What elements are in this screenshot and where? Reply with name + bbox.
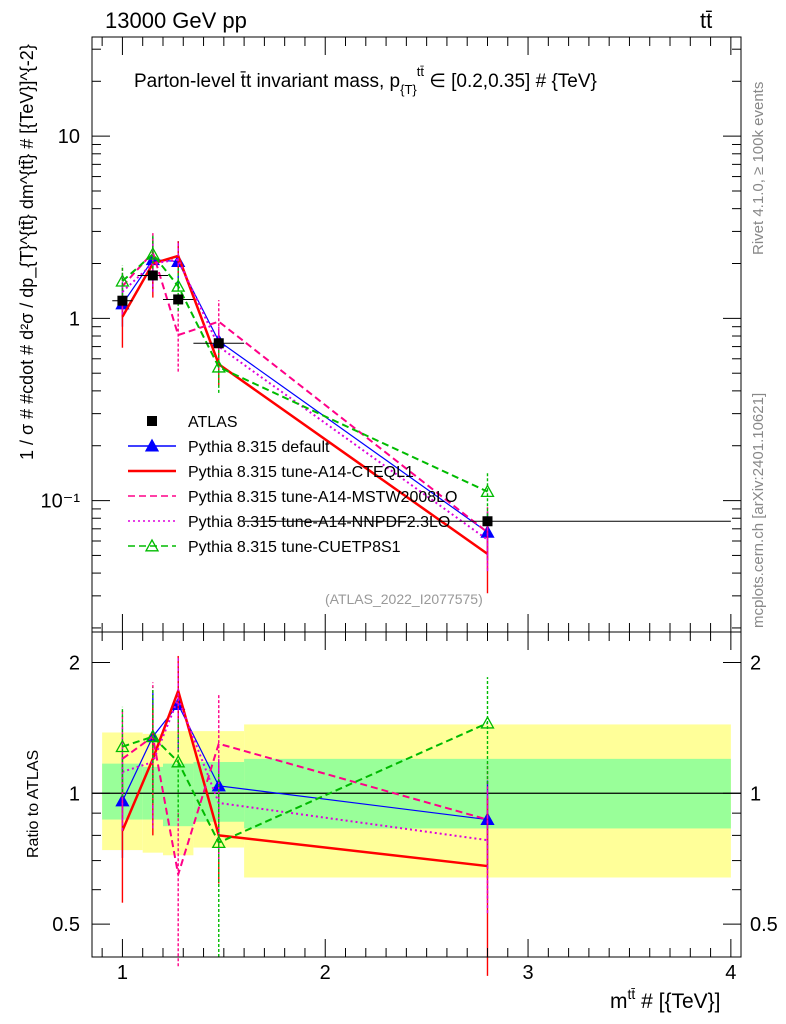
ratio-frame xyxy=(91,631,742,958)
process-label: tt̄ xyxy=(700,8,712,33)
x-tick-label: 1 xyxy=(117,962,128,984)
ratio-point xyxy=(480,715,495,729)
ratio-series-pythia-8-315-tune-cuetp8s1 xyxy=(115,677,495,957)
analysis-tag: (ATLAS_2022_I2077575) xyxy=(325,591,483,607)
ratio-point xyxy=(171,754,186,768)
main-point xyxy=(211,359,226,373)
ratio-series-line xyxy=(122,722,488,844)
y-tick-label: 1 xyxy=(69,308,80,330)
ratio-series-line xyxy=(122,696,488,842)
ratio-y-tick-label-right: 2 xyxy=(750,652,761,674)
x-tick-label: 3 xyxy=(522,962,533,984)
atlas-point xyxy=(173,294,184,305)
ratio-y-tick-label: 0.5 xyxy=(52,914,80,936)
ratio-point xyxy=(211,835,226,849)
legend-label: Pythia 8.315 tune-A14-MSTW2008LO xyxy=(188,489,457,506)
legend-label: Pythia 8.315 tune-A14-NNPDF2.3LO xyxy=(188,514,450,531)
ratio-y-tick-label: 1 xyxy=(69,783,80,805)
atlas-point xyxy=(147,270,158,281)
legend-item: Pythia 8.315 tune-CUETP8S1 xyxy=(128,538,401,556)
rivet-version-label: Rivet 4.1.0, ≥ 100k events xyxy=(750,82,767,255)
x-tick-label: 2 xyxy=(320,962,331,984)
legend-item: Pythia 8.315 default xyxy=(128,438,330,456)
main-series-pythia-8-315-default xyxy=(115,236,495,561)
x-tick-label: 4 xyxy=(725,962,736,984)
atlas-point xyxy=(482,516,493,527)
main-point xyxy=(171,278,186,292)
ratio-axis-title: Ratio to ATLAS xyxy=(25,750,42,858)
legend-item: Pythia 8.315 tune-A14-MSTW2008LO xyxy=(128,489,457,506)
legend-label: Pythia 8.315 tune-CUETP8S1 xyxy=(188,539,401,556)
legend-item: ATLAS xyxy=(147,414,238,431)
mcplots-source-label: mcplots.cern.ch [arXiv:2401.10621] xyxy=(750,393,767,628)
main-panel: 10 1 10⁻¹ Parton-level t̄t invariant mass,… xyxy=(17,36,742,633)
ratio-y-tick-label-right: 0.5 xyxy=(750,914,778,936)
ratio-y-tick-label: 2 xyxy=(69,652,80,674)
ratio-series-line xyxy=(121,734,488,875)
legend: ATLAS Pythia 8.315 default Pythia 8.315 tu… xyxy=(128,414,457,556)
legend-label: Pythia 8.315 default xyxy=(188,439,330,456)
main-point xyxy=(145,246,160,260)
atlas-point xyxy=(213,338,224,349)
legend-label: ATLAS xyxy=(188,414,238,431)
main-series-line xyxy=(121,252,488,493)
legend-marker xyxy=(144,438,160,452)
plot-title: Parton-level t̄t invariant mass, p{T}tt̄… xyxy=(134,64,597,97)
legend-item: Pythia 8.315 tune-A14-CTEQL1 xyxy=(128,464,414,481)
y-tick-label: 10⁻¹ xyxy=(41,491,81,513)
main-series-line xyxy=(121,250,489,534)
main-point xyxy=(480,484,495,498)
legend-label: Pythia 8.315 tune-A14-CTEQL1 xyxy=(188,464,414,481)
atlas-point xyxy=(117,295,128,306)
legend-item: Pythia 8.315 tune-A14-NNPDF2.3LO xyxy=(128,514,450,531)
ratio-panel: 2 2 1 1 0.5 0.5 1 2 3 4 Ratio to ATLAS xyxy=(25,631,778,984)
collision-label: 13000 GeV pp xyxy=(105,8,247,33)
legend-marker xyxy=(147,416,157,426)
main-point xyxy=(115,273,130,287)
x-axis-title: mtt̄ # [{TeV}] xyxy=(610,986,721,1013)
ratio-y-tick-label-right: 1 xyxy=(750,783,761,805)
ratio-point xyxy=(115,739,130,753)
y-axis-title: 1 / σ # #cdot # d²σ / dp_{T}^{tt̄} dm^{t… xyxy=(17,44,38,460)
y-tick-label: 10 xyxy=(58,126,80,148)
ratio-point xyxy=(145,729,160,743)
main-series-atlas xyxy=(112,270,731,527)
legend-marker xyxy=(144,538,160,552)
